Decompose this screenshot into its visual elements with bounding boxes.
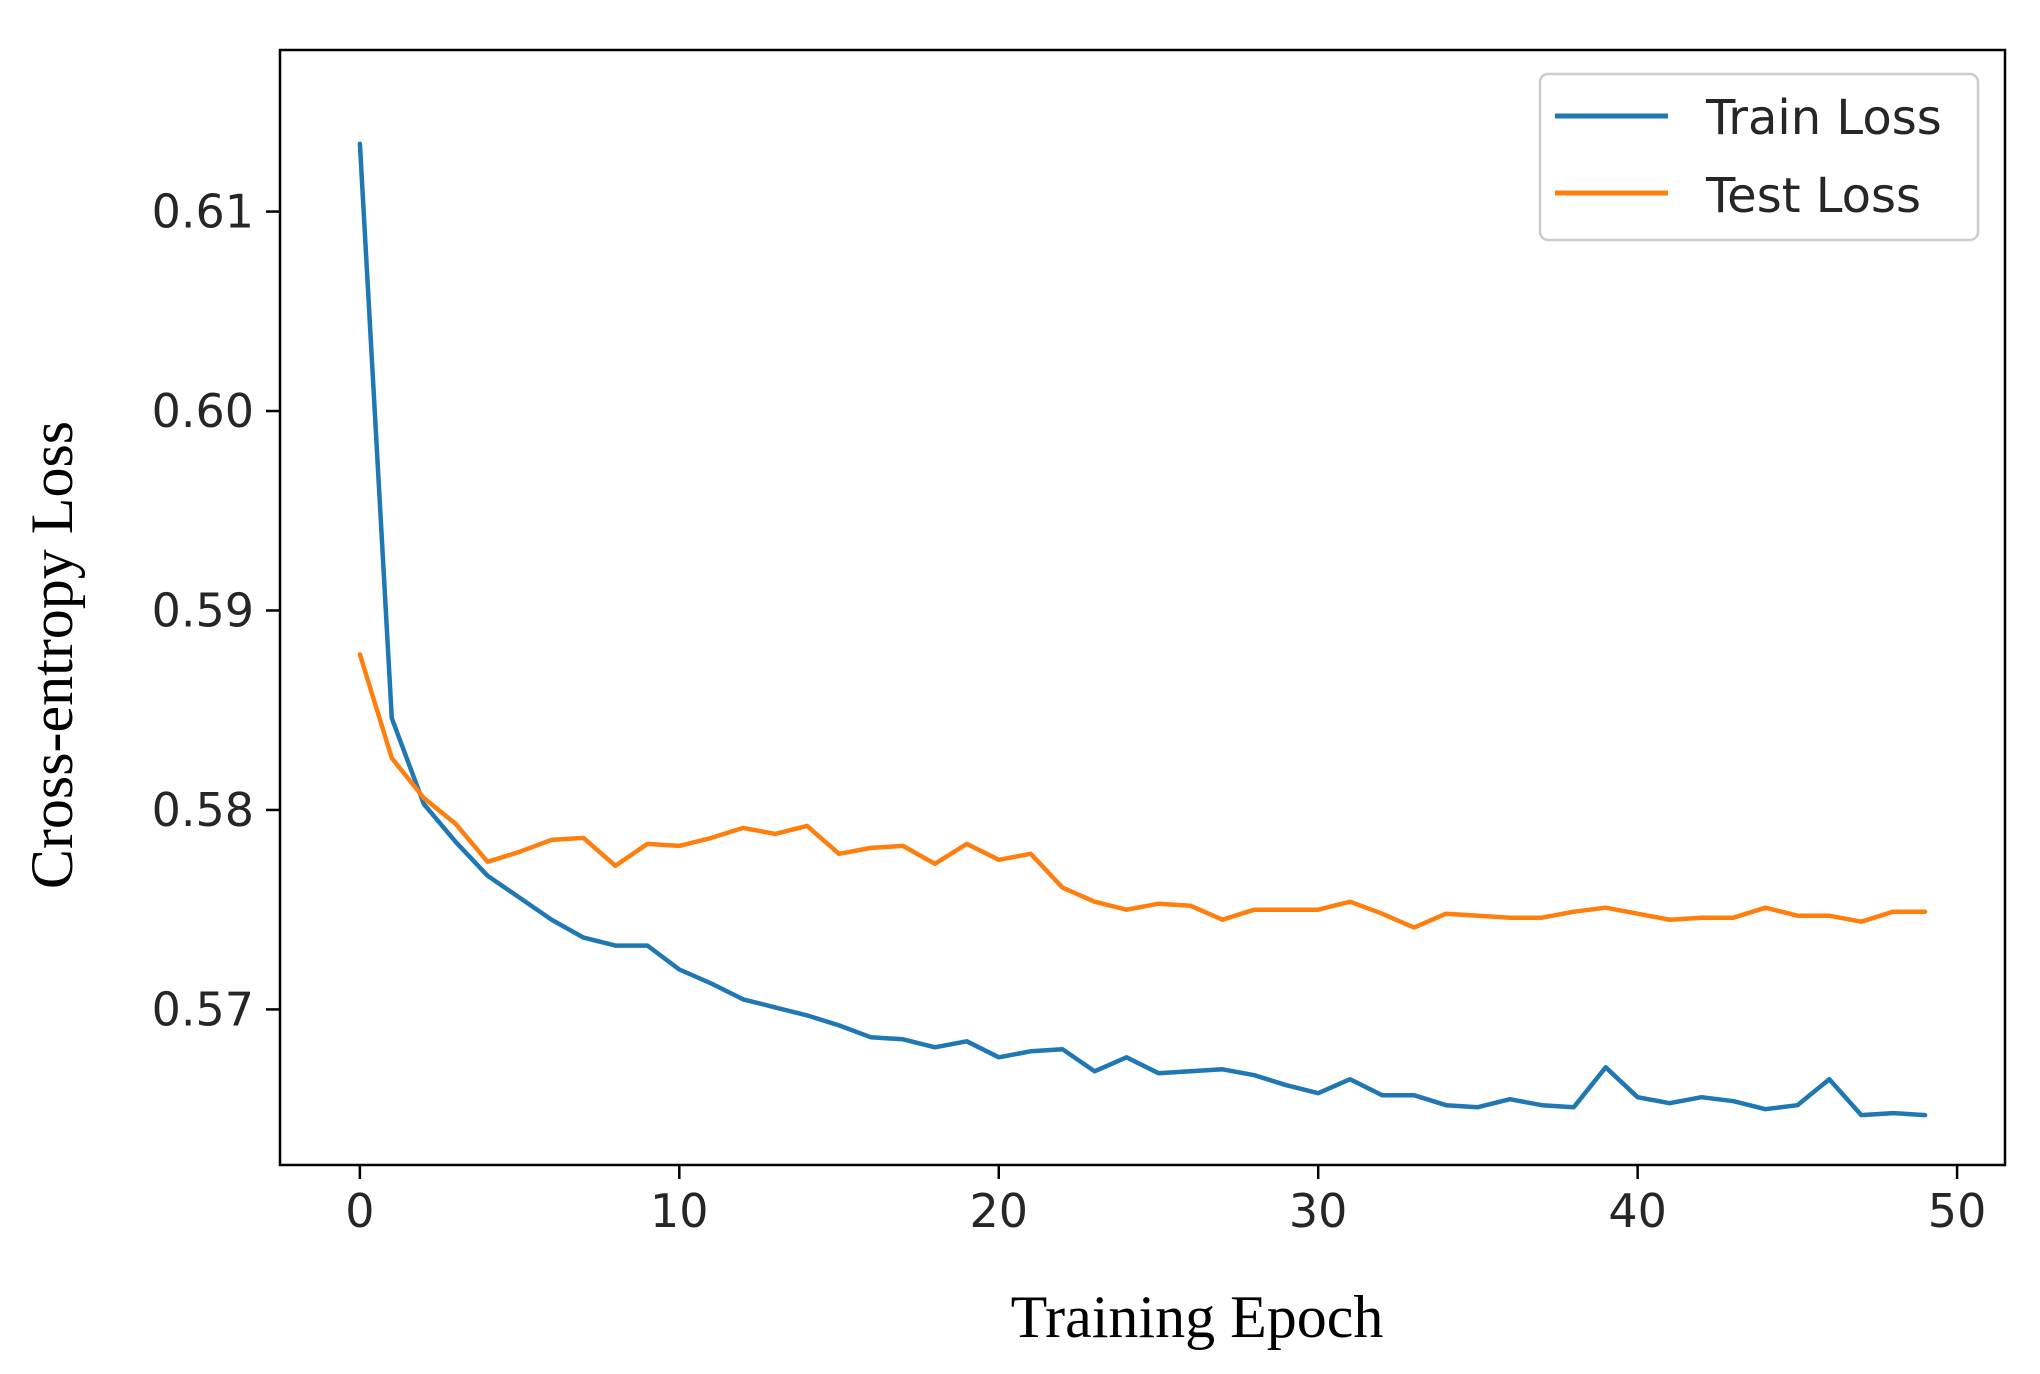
x-tick-label: 30 <box>1289 1184 1348 1238</box>
series-line-test-loss <box>357 652 1928 930</box>
y-axis-title: Cross-entropy Loss <box>19 421 85 889</box>
y-tick-label: 0.57 <box>152 982 254 1036</box>
legend: Train Loss Test Loss <box>1538 72 1980 242</box>
x-axis: 0 10 20 30 40 50 <box>345 1165 1986 1238</box>
legend-label-test-loss: Test Loss <box>1705 168 1921 224</box>
x-axis-title: Training Epoch <box>1011 1284 1384 1350</box>
y-tick-label: 0.61 <box>152 185 254 239</box>
x-tick-label: 40 <box>1608 1184 1667 1238</box>
series-layer <box>357 141 1928 1118</box>
plot-frame <box>278 48 2007 1167</box>
y-tick-label: 0.60 <box>152 384 254 438</box>
series-line-train-loss <box>357 141 1928 1118</box>
x-tick-label: 50 <box>1928 1184 1987 1238</box>
y-tick-label: 0.58 <box>152 783 254 837</box>
x-tick-label: 0 <box>345 1184 374 1238</box>
legend-label-train-loss: Train Loss <box>1705 90 1942 146</box>
x-tick-label: 20 <box>969 1184 1028 1238</box>
y-tick-label: 0.59 <box>152 583 254 637</box>
y-axis: 0.57 0.58 0.59 0.60 0.61 <box>152 185 280 1036</box>
x-tick-label: 10 <box>650 1184 709 1238</box>
